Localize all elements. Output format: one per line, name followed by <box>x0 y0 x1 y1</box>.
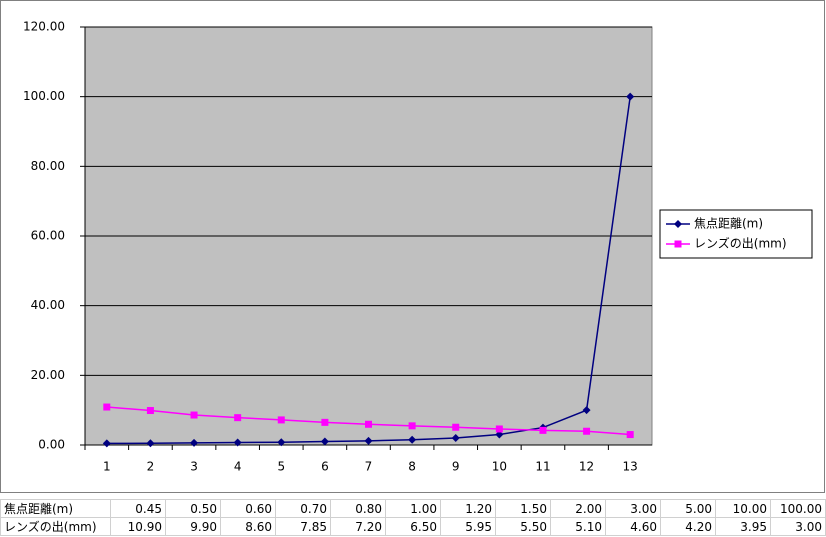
marker <box>365 420 372 428</box>
table-cell: 0.80 <box>330 499 386 518</box>
x-tick-label: 3 <box>190 460 198 474</box>
table-cell: 0.50 <box>165 499 221 518</box>
x-tick-label: 8 <box>408 460 416 474</box>
marker <box>408 422 416 430</box>
x-tick-label: 2 <box>147 460 155 474</box>
table-cell: 5.00 <box>660 499 716 518</box>
table-cell: 7.20 <box>330 517 386 536</box>
marker <box>626 92 635 101</box>
table-cell: 9.90 <box>165 517 221 536</box>
marker <box>277 416 285 424</box>
marker <box>277 438 286 447</box>
marker <box>234 414 242 422</box>
table-cell: 6.50 <box>385 517 441 536</box>
marker <box>451 434 460 443</box>
marker <box>495 430 504 439</box>
legend-label: レンズの出(mm) <box>694 236 787 251</box>
table-row: レンズの出(mm) 10.90 9.90 8.60 7.85 7.20 6.50 5.95 5.… <box>0 517 826 536</box>
marker <box>320 437 329 446</box>
table-cell: 1.50 <box>495 499 551 518</box>
table-cell: 100.00 <box>770 499 826 518</box>
legend <box>659 209 813 259</box>
table-cell: 5.10 <box>550 517 606 536</box>
table-cell: 1.20 <box>440 499 496 518</box>
marker <box>364 436 373 445</box>
x-tick-label: 12 <box>579 460 594 474</box>
x-tick-label: 13 <box>623 460 638 474</box>
table-cell: 4.60 <box>605 517 661 536</box>
marker <box>452 423 460 431</box>
y-tick-label: 80.00 <box>31 159 65 173</box>
marker <box>408 435 417 444</box>
y-tick-label: 120.00 <box>23 20 65 34</box>
marker <box>102 439 111 448</box>
data-table: 焦点距離(m) 0.45 0.50 0.60 0.70 0.80 1.00 1.20 1.50 2… <box>0 499 826 536</box>
table-cell: 7.85 <box>275 517 331 536</box>
x-tick-label: 6 <box>321 460 329 474</box>
table-cell: 3.00 <box>605 499 661 518</box>
marker <box>674 220 682 228</box>
legend-label: 焦点距離(m) <box>694 217 763 231</box>
marker <box>321 418 329 426</box>
y-tick-label: 0.00 <box>38 438 65 452</box>
table-cell: 焦点距離(m) <box>0 499 111 518</box>
marker <box>626 431 634 439</box>
marker <box>190 411 198 419</box>
x-tick-label: 7 <box>365 460 373 474</box>
table-cell: 8.60 <box>220 517 276 536</box>
table-cell: 0.45 <box>110 499 166 518</box>
x-tick-label: 5 <box>277 460 285 474</box>
marker <box>146 439 155 448</box>
table-cell: 3.00 <box>770 517 826 536</box>
table-cell: レンズの出(mm) <box>0 517 111 536</box>
table-cell: 10.90 <box>110 517 166 536</box>
x-tick-label: 9 <box>452 460 460 474</box>
table-cell: 0.60 <box>220 499 276 518</box>
x-tick-label: 11 <box>535 460 550 474</box>
marker <box>539 426 547 434</box>
marker <box>495 425 503 433</box>
table-cell: 10.00 <box>715 499 771 518</box>
table-cell: 5.95 <box>440 517 496 536</box>
table-cell: 5.50 <box>495 517 551 536</box>
x-tick-label: 10 <box>492 460 507 474</box>
x-tick-label: 1 <box>103 460 111 474</box>
marker <box>674 240 682 248</box>
table-cell: 0.70 <box>275 499 331 518</box>
y-tick-label: 60.00 <box>31 229 65 243</box>
table-cell: 3.95 <box>715 517 771 536</box>
marker <box>583 427 591 435</box>
marker <box>582 406 591 415</box>
marker <box>233 438 242 447</box>
marker <box>103 403 111 411</box>
y-tick-label: 100.00 <box>23 89 65 103</box>
y-tick-label: 40.00 <box>31 298 65 312</box>
x-tick-label: 4 <box>234 460 242 474</box>
marker <box>190 438 199 447</box>
marker <box>146 407 154 415</box>
y-tick-label: 20.00 <box>31 368 65 382</box>
table-cell: 4.20 <box>660 517 716 536</box>
table-row: 焦点距離(m) 0.45 0.50 0.60 0.70 0.80 1.00 1.20 1.50 2… <box>0 499 826 518</box>
table-cell: 1.00 <box>385 499 441 518</box>
table-cell: 2.00 <box>550 499 606 518</box>
